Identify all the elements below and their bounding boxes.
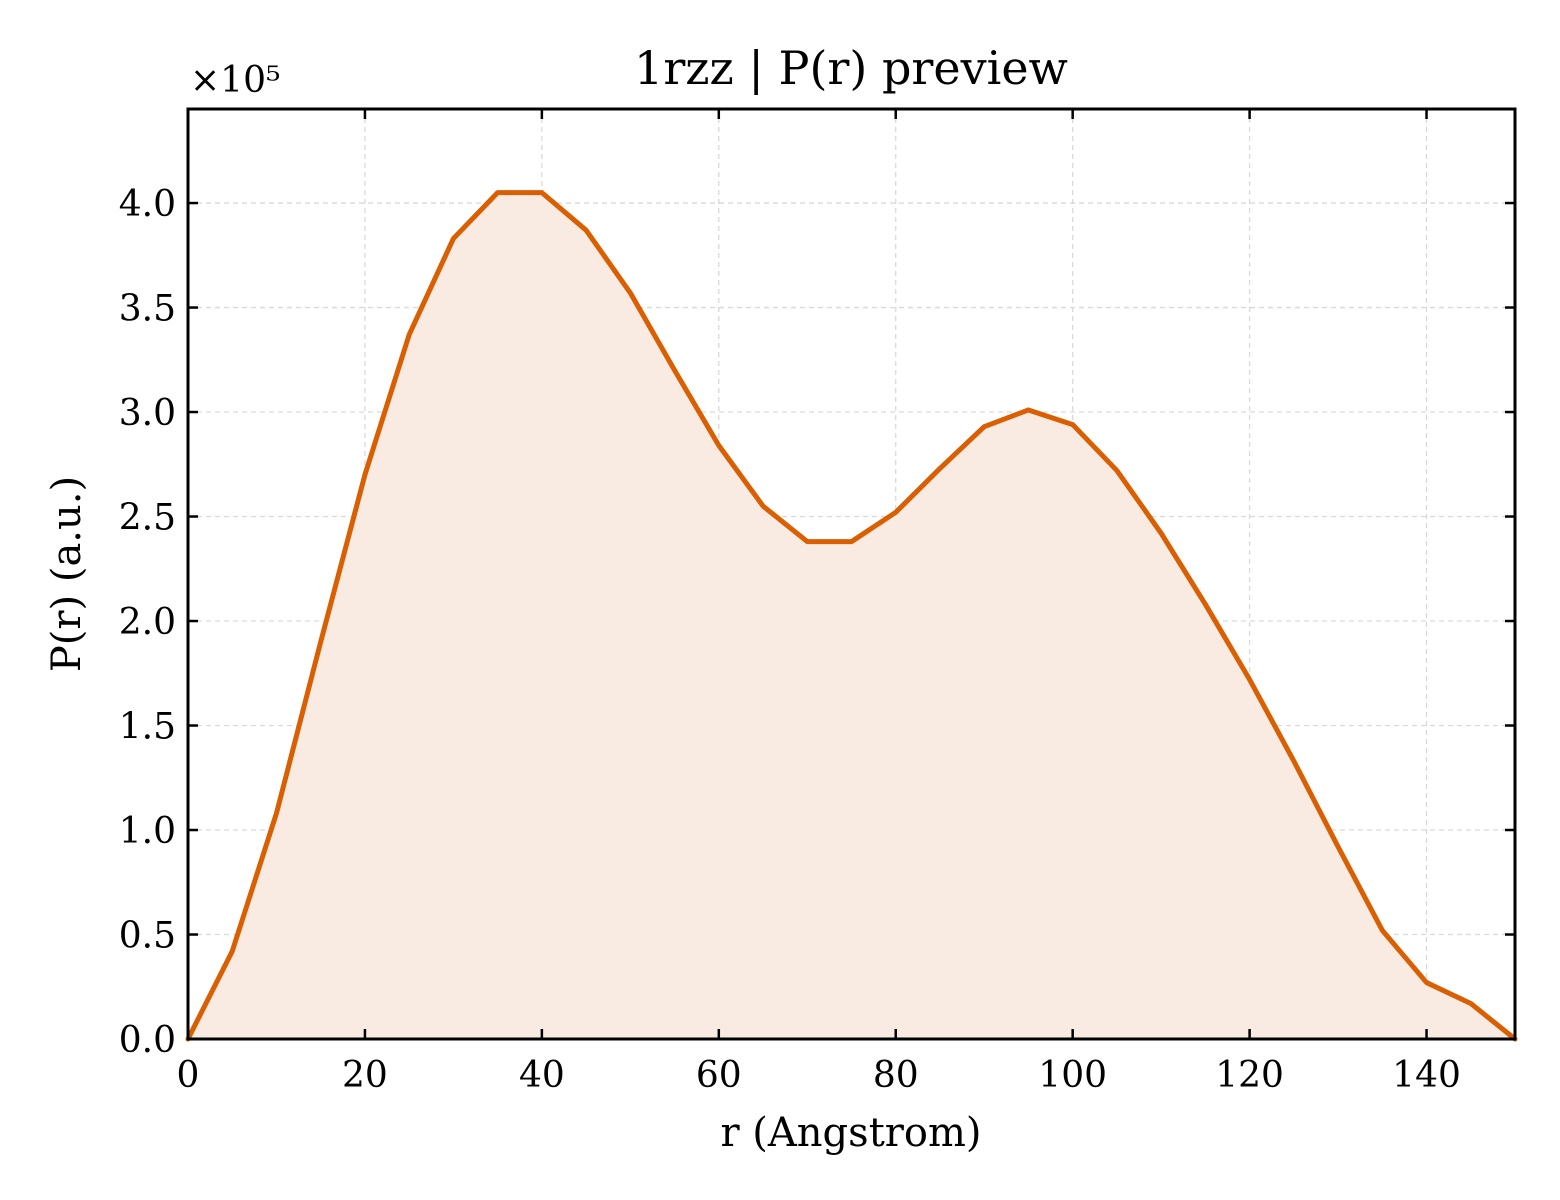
x-tick-label: 40 xyxy=(519,1055,565,1096)
x-tick-label: 0 xyxy=(177,1055,200,1096)
chart-title: 1rzz | P(r) preview xyxy=(634,41,1068,95)
x-tick-label: 120 xyxy=(1215,1055,1284,1096)
x-axis-label: r (Angstrom) xyxy=(720,1110,981,1156)
y-tick-label: 3.0 xyxy=(119,393,176,434)
series-line xyxy=(185,190,1518,1042)
y-tick-label: 0.5 xyxy=(119,916,176,957)
plot-area xyxy=(185,190,1518,1042)
y-tick-label: 4.0 xyxy=(119,184,176,225)
y-tick-label: 0.0 xyxy=(119,1020,176,1061)
y-axis-label: P(r) (a.u.) xyxy=(44,476,90,672)
x-tick-label: 20 xyxy=(342,1055,388,1096)
y-tick-label: 1.5 xyxy=(119,707,176,748)
y-tick-label: 3.5 xyxy=(119,289,176,330)
ticks: 0 20 40 60 80 100 120 140 0.0 0.5 1.0 1.5 2.0 2.5 3.0 3… xyxy=(119,109,1515,1096)
x-tick-label: 140 xyxy=(1392,1055,1461,1096)
series-area xyxy=(188,192,1515,1040)
x-tick-label: 60 xyxy=(696,1055,742,1096)
x-tick-label: 80 xyxy=(873,1055,919,1096)
y-tick-label: 1.0 xyxy=(119,811,176,852)
y-axis-multiplier: ×10⁵ xyxy=(190,60,280,101)
x-tick-label: 100 xyxy=(1038,1055,1107,1096)
y-tick-label: 2.0 xyxy=(119,602,176,643)
axes-frame xyxy=(186,107,1517,1041)
y-tick-label: 2.5 xyxy=(119,498,176,539)
